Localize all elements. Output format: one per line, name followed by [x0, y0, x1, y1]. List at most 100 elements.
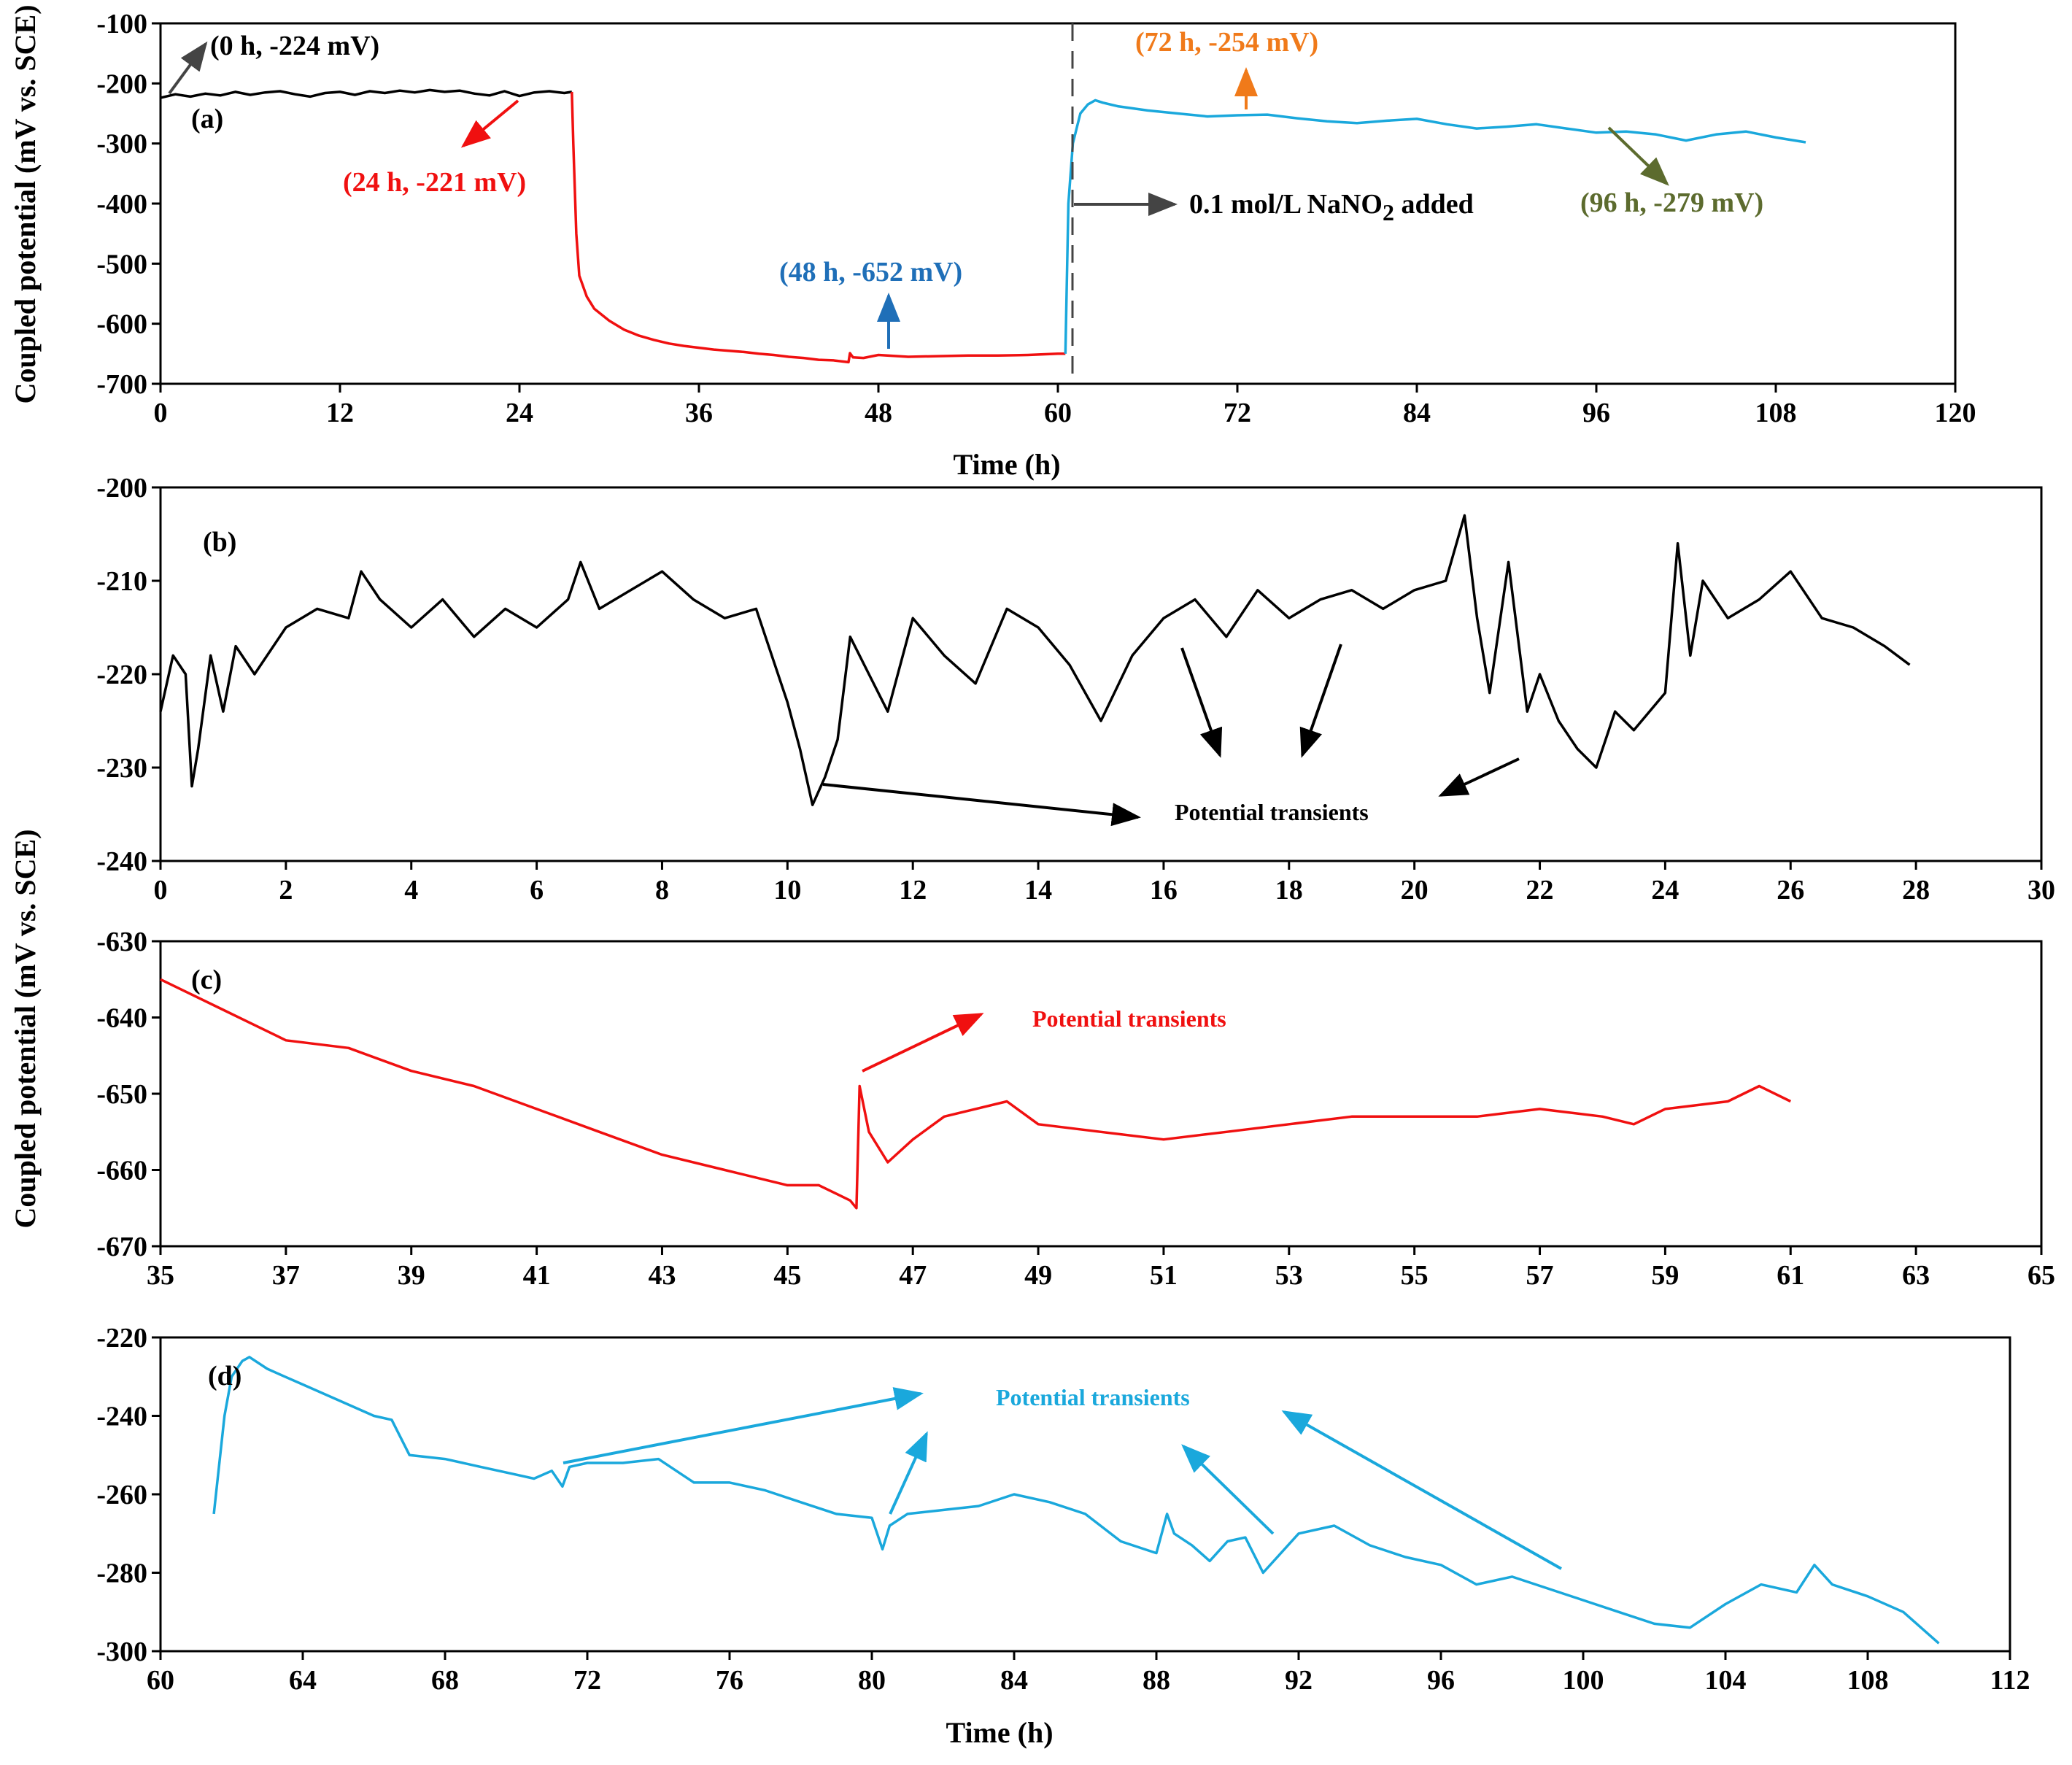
- ticks-b: 0 2 4 6 8 10 12 14 16 18 20 22 24 26 28 30-200-210-220-…: [96, 473, 2055, 905]
- xtick-label-d-8: 92: [1285, 1665, 1313, 1696]
- ytick-label-b-0: -200: [96, 473, 147, 503]
- ytick-label-d-4: -300: [96, 1637, 147, 1667]
- panel-a: 0 12 24 36 48 60 72 84 96 108 120 -100 -200 -300 -400 -…: [96, 9, 1976, 481]
- xtick-label-b-13: 26: [1777, 875, 1804, 905]
- xtick-label-c-14: 63: [1902, 1260, 1930, 1291]
- annotation-transients-b: Potential transients: [1175, 799, 1369, 825]
- annotation-transients-c: Potential transients: [1032, 1005, 1226, 1032]
- nano2-text: 0.1 mol/L NaNO: [1189, 189, 1383, 220]
- ytick-label-c-2: -650: [96, 1079, 147, 1110]
- xtick-label-d-13: 112: [1990, 1665, 2030, 1696]
- annotation-96h: (96 h, -279 mV): [1580, 188, 1763, 218]
- panel-label-a: (a): [191, 104, 223, 134]
- annotation-48h: (48 h, -652 mV): [779, 257, 962, 287]
- panel-label-d: (d): [208, 1361, 241, 1391]
- xtick-label-a-3: 36: [685, 398, 713, 428]
- xtick-label-b-1: 2: [279, 875, 293, 905]
- xtick-label-b-14: 28: [1902, 875, 1930, 905]
- annotation-transients-d: Potential transients: [996, 1384, 1190, 1410]
- xtick-label-c-7: 49: [1024, 1260, 1052, 1291]
- xtick-label-a-5: 60: [1044, 398, 1072, 428]
- xlabel-d: Time (h): [946, 1716, 1053, 1749]
- xtick-label-c-8: 51: [1150, 1260, 1178, 1291]
- series-b: [159, 514, 1911, 806]
- ytick-label-a-4: -500: [96, 249, 147, 279]
- xtick-label-d-0: 60: [147, 1665, 174, 1696]
- panel-label-b: (b): [203, 527, 236, 557]
- ytick-label-c-4: -670: [96, 1232, 147, 1262]
- xtick-label-a-8: 96: [1582, 398, 1610, 428]
- xtick-label-c-9: 53: [1275, 1260, 1303, 1291]
- ytick-label-a-0: -100: [96, 9, 147, 39]
- xtick-label-d-1: 64: [289, 1665, 317, 1696]
- xtick-label-a-10: 120: [1935, 398, 1976, 428]
- xtick-label-b-0: 0: [154, 875, 168, 905]
- ticks-d: 60 64 68 72 76 80 84 88 92 96 100 104 108 112 -220 -240…: [96, 1323, 2030, 1696]
- ylabel-c: Coupled potential (mV vs. SCE): [9, 829, 42, 1228]
- xtick-label-d-4: 76: [716, 1665, 743, 1696]
- xtick-label-c-5: 45: [773, 1260, 801, 1291]
- xtick-label-a-6: 72: [1224, 398, 1251, 428]
- xtick-label-c-13: 61: [1777, 1260, 1804, 1291]
- arrow-d-1: [563, 1387, 924, 1464]
- panel-c: 35 37 39 41 43 45 47 49 51 53 55 57 59 61 63 65 -630 -640…: [96, 927, 2055, 1291]
- ytick-label-d-2: -260: [96, 1480, 147, 1510]
- xtick-label-b-12: 24: [1651, 875, 1679, 905]
- xtick-label-a-2: 24: [506, 398, 533, 428]
- xtick-label-b-4: 8: [655, 875, 669, 905]
- series-line-b-0: [159, 514, 1911, 806]
- xtick-label-d-5: 80: [858, 1665, 886, 1696]
- arrow-b-3: [1299, 644, 1342, 758]
- arrow-b-4: [1438, 757, 1520, 797]
- annotation-24h: (24 h, -221 mV): [343, 167, 526, 198]
- xlabel-a: Time (h): [953, 448, 1060, 481]
- xtick-label-b-9: 18: [1275, 875, 1303, 905]
- ytick-label-b-3: -230: [96, 753, 147, 784]
- arrow-c: [862, 1013, 984, 1073]
- xtick-label-c-15: 65: [2027, 1260, 2055, 1291]
- xtick-label-c-10: 55: [1401, 1260, 1429, 1291]
- ytick-label-d-1: -240: [96, 1402, 147, 1432]
- ytick-label-a-6: -700: [96, 369, 147, 400]
- series-a: [160, 88, 1806, 364]
- annotation-nano2: 0.1 mol/L NaNO2 added: [1189, 189, 1474, 225]
- nano2-subscript: 2: [1383, 199, 1394, 225]
- xtick-label-d-9: 96: [1427, 1665, 1455, 1696]
- xtick-label-c-2: 39: [398, 1260, 425, 1291]
- arrow-96h: [1607, 126, 1669, 186]
- arrow-b-2: [1180, 647, 1223, 758]
- series-line-a-0: [160, 88, 573, 99]
- ytick-label-a-5: -600: [96, 309, 147, 340]
- arrow-0h: [168, 41, 208, 95]
- xtick-label-b-11: 22: [1526, 875, 1554, 905]
- xtick-label-d-2: 68: [431, 1665, 459, 1696]
- arrow-d-2: [889, 1431, 928, 1515]
- xtick-label-c-3: 41: [523, 1260, 551, 1291]
- ytick-label-d-3: -280: [96, 1559, 147, 1589]
- annotation-72h: (72 h, -254 mV): [1135, 27, 1318, 58]
- arrow-b-1: [822, 783, 1141, 827]
- nano2-text-end: added: [1394, 189, 1474, 220]
- panel-label-c: (c): [191, 965, 222, 995]
- ytick-label-b-2: -220: [96, 660, 147, 690]
- xtick-label-d-12: 108: [1847, 1665, 1889, 1696]
- xtick-label-a-7: 84: [1403, 398, 1431, 428]
- annotation-0h: (0 h, -224 mV): [210, 31, 379, 61]
- panel-b: 0 2 4 6 8 10 12 14 16 18 20 22 24 26 28 30-200-210-220-…: [96, 473, 2055, 905]
- xtick-label-d-10: 100: [1563, 1665, 1604, 1696]
- xtick-label-b-15: 30: [2027, 875, 2055, 905]
- plot-frame-c: [159, 940, 2043, 1248]
- xtick-label-b-5: 10: [773, 875, 801, 905]
- arrow-24h: [460, 99, 519, 148]
- series-c: [160, 978, 1792, 1210]
- ytick-label-a-2: -300: [96, 129, 147, 160]
- xtick-label-c-6: 47: [899, 1260, 927, 1291]
- xtick-label-c-4: 43: [648, 1260, 676, 1291]
- xtick-label-c-11: 57: [1526, 1260, 1554, 1291]
- arrow-d-4: [1281, 1410, 1562, 1570]
- ytick-label-b-1: -210: [96, 566, 147, 597]
- xtick-label-d-11: 104: [1705, 1665, 1747, 1696]
- xtick-label-d-3: 72: [573, 1665, 601, 1696]
- series-line-c-0: [160, 978, 1792, 1210]
